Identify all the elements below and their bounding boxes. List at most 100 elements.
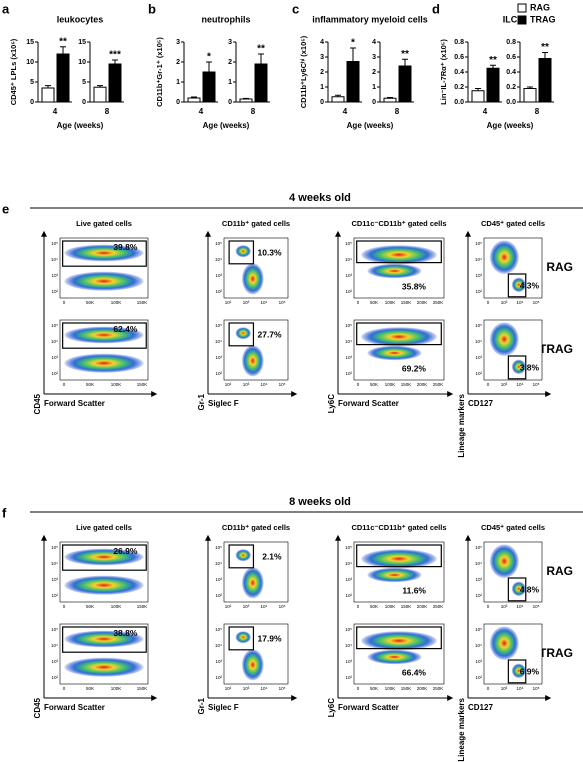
y-tick-label: 0.4	[506, 69, 516, 76]
bar	[486, 67, 500, 103]
x-tick-label: 10⁴	[517, 300, 524, 305]
density-blob	[241, 567, 264, 599]
y-tick-label: 10⁵	[345, 545, 352, 550]
y-tick-label: 10⁵	[215, 241, 222, 246]
y-tick-label: 10³	[475, 659, 482, 664]
y-tick-label: 10⁴	[475, 643, 482, 648]
y-tick-label: 10⁴	[345, 561, 352, 566]
density-blob	[235, 327, 251, 340]
y-tick-label: 0.8	[506, 39, 516, 46]
y-tick-label: 10⁵	[475, 323, 482, 328]
x-tick-label: 150K	[401, 604, 412, 609]
x-tick-label: 50K	[370, 686, 378, 691]
y-tick-label: 2	[176, 59, 180, 66]
gate-percentage: 17.9%	[257, 633, 282, 643]
bar	[398, 65, 412, 103]
y-tick-label: 10²	[345, 675, 352, 680]
significance: **	[257, 44, 265, 55]
legend-swatch	[517, 3, 527, 13]
x-tick-label: 100K	[111, 604, 122, 609]
gate-percentage: 4.8%	[520, 584, 540, 594]
panel-letter: a	[2, 1, 10, 16]
y-tick-label: 10⁵	[345, 323, 352, 328]
bar	[471, 90, 485, 103]
x-tick-label: 50K	[370, 382, 378, 387]
bar	[346, 61, 360, 103]
column-title: CD11c⁻CD11b⁺ gated cells	[351, 523, 446, 532]
x-tick-label: 200K	[417, 686, 428, 691]
x-tick-label: 10⁵	[533, 300, 540, 305]
density-blob	[64, 244, 144, 262]
y-tick-label: 10³	[475, 355, 482, 360]
x-axis-label: Siglec F	[208, 399, 239, 408]
y-axis-label: CD45	[33, 393, 42, 414]
y-tick-label: 10⁴	[215, 643, 222, 648]
x-tick-label: 50K	[370, 300, 378, 305]
gate-percentage: 39.8%	[113, 242, 138, 252]
y-tick-label: 10²	[215, 371, 222, 376]
x-tick-label: 10⁵	[279, 604, 286, 609]
panel-title: leukocytes	[57, 14, 104, 24]
column-title: Live gated cells	[76, 219, 132, 228]
y-tick-label: 10²	[475, 289, 482, 294]
y-tick-label: 1	[372, 84, 376, 91]
y-tick-label: 10⁴	[215, 339, 222, 344]
x-tick-label: 50K	[370, 604, 378, 609]
row-label: RAG	[546, 260, 573, 274]
gate-percentage: 3.8%	[520, 362, 540, 372]
y-tick-label: 10⁴	[51, 257, 58, 262]
y-tick-label: 0.4	[454, 69, 464, 76]
y-axis-label: Gr-1	[197, 393, 206, 410]
y-tick-label: 10⁵	[51, 241, 58, 246]
x-tick-label: 0	[63, 604, 66, 609]
x-tick-label: 150K	[137, 686, 148, 691]
x-tick-label: 0	[63, 300, 66, 305]
y-tick-label: 10²	[215, 593, 222, 598]
x-tick-label: 10⁵	[533, 686, 540, 691]
y-tick-label: 1	[228, 79, 232, 86]
x-tick-label: 10⁴	[261, 382, 268, 387]
gate-percentage: 2.1%	[262, 551, 282, 561]
gate	[356, 544, 442, 568]
y-axis-label: CD11b⁺Ly6Cʰⁱ (x10⁵)	[298, 35, 308, 108]
x-tick-label: 10⁴	[517, 686, 524, 691]
density-blob	[511, 663, 526, 678]
column-title: CD45⁺ gated cells	[481, 219, 545, 228]
x-tick-label: 150K	[401, 686, 412, 691]
column-title: Live gated cells	[76, 523, 132, 532]
x-axis-label: Siglec F	[208, 703, 239, 712]
density-blob	[489, 544, 519, 578]
x-tick-label: 150K	[137, 382, 148, 387]
bar	[523, 88, 537, 103]
density-blob	[511, 277, 526, 292]
y-tick-label: 0.6	[454, 54, 464, 61]
bar	[239, 98, 253, 103]
y-tick-label: 2	[320, 69, 324, 76]
significance: *	[207, 52, 211, 63]
row-label: TRAG	[539, 342, 573, 356]
y-tick-label: 10⁵	[51, 323, 58, 328]
x-tick-label: 50K	[86, 300, 94, 305]
density-blob	[361, 245, 437, 265]
bar	[108, 63, 122, 103]
gate	[507, 273, 527, 298]
y-tick-label: 10⁴	[345, 257, 352, 262]
gate-percentage: 69.2%	[402, 363, 427, 373]
gate	[228, 240, 255, 265]
x-tick-label: 10²	[225, 382, 232, 387]
y-tick-label: 10²	[475, 371, 482, 376]
density-blob	[361, 549, 437, 569]
x-tick-label: 8	[535, 107, 540, 116]
x-tick-label: 100K	[385, 300, 396, 305]
x-tick-label: 10⁴	[517, 604, 524, 609]
y-tick-label: 10⁴	[215, 561, 222, 566]
x-tick-label: 10²	[225, 300, 232, 305]
x-tick-label: 10²	[225, 604, 232, 609]
x-tick-label: 250K	[433, 382, 444, 387]
gate-percentage: 66.4%	[402, 667, 427, 677]
x-tick-label: 10⁵	[533, 604, 540, 609]
x-tick-label: 0	[357, 382, 360, 387]
y-tick-label: 10²	[215, 289, 222, 294]
y-tick-label: 4	[372, 39, 376, 46]
